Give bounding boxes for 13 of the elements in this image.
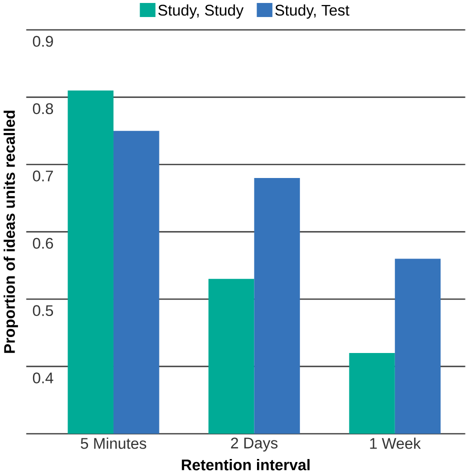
x-tick-label: 2 Days: [231, 438, 278, 452]
y-axis-title: Proportion of ideas units recalled: [4, 110, 18, 353]
legend-label: Study, Study: [158, 4, 244, 19]
y-tick-label: 0.4: [32, 372, 54, 384]
x-axis-title: Retention interval: [182, 459, 310, 470]
y-tick-label: 0.9: [32, 36, 53, 47]
x-tick-label: 1 Week: [370, 438, 421, 449]
y-tick-label: 0.7: [32, 170, 53, 182]
legend-label: Study, Test: [275, 4, 350, 19]
x-tick-label: 5 Minutes: [80, 438, 146, 449]
y-tick-label: 0.6: [32, 238, 54, 249]
y-tick-label: 0.8: [32, 103, 54, 114]
y-tick-label: 0.5: [32, 305, 54, 316]
